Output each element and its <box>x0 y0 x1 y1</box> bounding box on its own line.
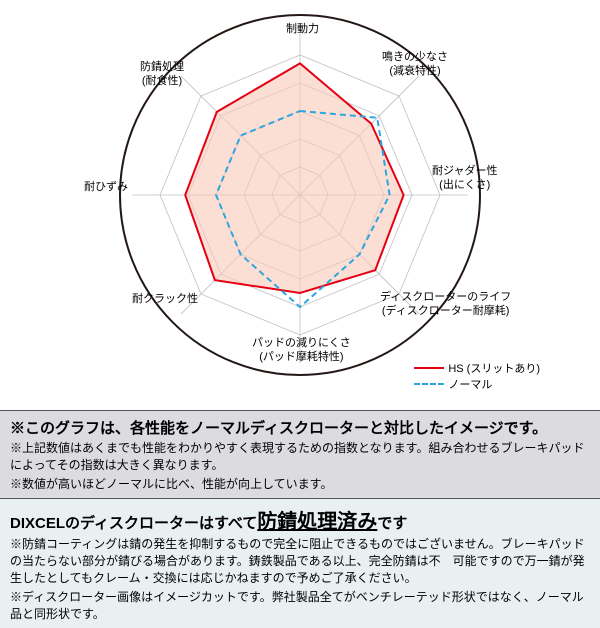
legend-line-normal <box>414 383 444 385</box>
legend-label-hs: HS (スリットあり) <box>448 360 540 376</box>
legend-line-hs <box>414 367 444 369</box>
note2-headline-pre: DIXCELのディスクローターはすべて <box>10 515 257 532</box>
legend-label-normal: ノーマル <box>448 376 492 392</box>
axis-label: 耐ひずみ <box>84 180 128 194</box>
note2-line-0: ※防錆コーティングは錆の発生を抑制するもので完全に阻止できるものではございません… <box>10 536 590 586</box>
note1-headline: ※このグラフは、各性能をノーマルディスクローターと対比したイメージです。 <box>10 417 590 438</box>
axis-label: 防錆処理(耐食性) <box>140 60 184 89</box>
axis-label: パッドの減りにくさ(パッド摩耗特性) <box>252 336 351 365</box>
note1-line-0: ※上記数値はあくまでも性能をわかりやすく表現するための指数となります。組み合わせ… <box>10 440 590 474</box>
note1-line-1: ※数値が高いほどノーマルに比べ、性能が向上しています。 <box>10 476 590 493</box>
axis-label: 制動力 <box>286 22 319 36</box>
legend-row-normal: ノーマル <box>414 376 540 392</box>
note-box-2: DIXCELのディスクローターはすべて防錆処理済みです ※防錆コーティングは錆の… <box>0 498 600 628</box>
axis-label: 鳴きの少なさ(減衰特性) <box>382 50 448 79</box>
axis-label: 耐ジャダー性(出にくさ) <box>432 164 497 193</box>
radar-chart-container: 制動力鳴きの少なさ(減衰特性) 耐ジャダー性(出にくさ) ディスクローターのライフ(… <box>0 0 600 410</box>
note2-headline: DIXCELのディスクローターはすべて防錆処理済みです <box>10 505 590 534</box>
note-box-1: ※このグラフは、各性能をノーマルディスクローターと対比したイメージです。 ※上記… <box>0 410 600 498</box>
note2-headline-big: 防錆処理済み <box>257 511 377 533</box>
axis-label: 耐クラック性 <box>132 292 198 306</box>
note2-headline-post: です <box>377 515 407 532</box>
legend-row-hs: HS (スリットあり) <box>414 360 540 376</box>
axis-label: ディスクローターのライフ(ディスクローター耐摩耗) <box>380 290 511 319</box>
legend: HS (スリットあり) ノーマル <box>414 360 540 392</box>
note2-line-1: ※ディスクローター画像はイメージカットです。弊社製品全てがベンチレーテッド形状で… <box>10 589 590 623</box>
